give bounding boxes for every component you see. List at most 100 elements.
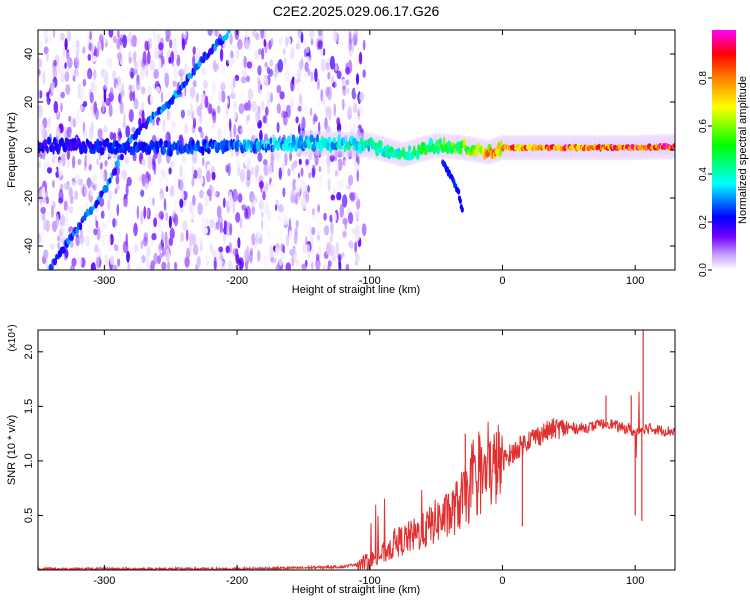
noise-cell bbox=[154, 47, 159, 60]
noise-cell bbox=[257, 77, 260, 84]
noise-cell bbox=[362, 39, 366, 51]
noise-cell bbox=[65, 51, 70, 61]
noise-cell bbox=[201, 66, 207, 76]
noise-cell bbox=[108, 235, 111, 246]
noise-cell bbox=[180, 109, 185, 119]
noise-cell bbox=[342, 194, 348, 208]
noise-cell bbox=[115, 83, 119, 96]
noise-cell bbox=[123, 198, 129, 208]
noise-cell bbox=[107, 246, 113, 253]
noise-cell bbox=[108, 104, 113, 117]
noise-cell bbox=[128, 56, 133, 64]
noise-cell bbox=[82, 121, 86, 133]
snr-line bbox=[38, 391, 675, 570]
noise-cell bbox=[294, 227, 298, 236]
noise-cell bbox=[133, 68, 139, 75]
noise-cell bbox=[255, 111, 261, 124]
noise-cell bbox=[130, 38, 133, 46]
noise-cell bbox=[196, 48, 201, 59]
noise-cell bbox=[116, 247, 121, 260]
noise-cell bbox=[234, 264, 238, 270]
noise-cell bbox=[147, 51, 151, 65]
noise-cell bbox=[88, 42, 92, 52]
ridge-point bbox=[442, 136, 446, 146]
noise-cell bbox=[91, 55, 97, 62]
noise-cell bbox=[159, 252, 163, 259]
noise-cell bbox=[283, 98, 287, 109]
noise-cell bbox=[156, 224, 159, 237]
noise-cell bbox=[275, 247, 281, 255]
noise-cell bbox=[136, 38, 141, 47]
x-tick-label: 100 bbox=[626, 275, 644, 287]
noise-cell bbox=[169, 39, 173, 49]
noise-cell bbox=[56, 181, 61, 190]
noise-cell bbox=[116, 51, 122, 61]
noise-cell bbox=[163, 198, 167, 211]
noise-cell bbox=[251, 30, 257, 37]
lower-branch-point bbox=[458, 198, 462, 204]
noise-cell bbox=[214, 189, 217, 198]
noise-cell bbox=[112, 69, 117, 81]
noise-cell bbox=[295, 116, 299, 124]
noise-cell bbox=[334, 158, 339, 172]
x-tick-label: -300 bbox=[93, 575, 115, 587]
noise-cell bbox=[296, 81, 302, 94]
noise-cell bbox=[147, 173, 152, 182]
noise-cell bbox=[275, 148, 281, 163]
noise-cell bbox=[131, 34, 138, 48]
noise-cell bbox=[94, 79, 99, 87]
noise-cell bbox=[141, 158, 146, 166]
noise-cell bbox=[187, 109, 191, 117]
noise-cell bbox=[317, 204, 320, 213]
noise-cell bbox=[174, 261, 177, 270]
noise-cell bbox=[52, 180, 55, 188]
noise-cell bbox=[208, 103, 213, 114]
noise-cell bbox=[281, 110, 287, 119]
ridge-point bbox=[406, 151, 410, 161]
noise-cell bbox=[74, 57, 78, 67]
noise-cell bbox=[199, 189, 204, 199]
noise-cell bbox=[142, 51, 147, 65]
noise-cell bbox=[115, 175, 120, 185]
noise-cell bbox=[343, 159, 349, 166]
noise-cell bbox=[140, 211, 144, 225]
noise-cell bbox=[86, 153, 91, 167]
noise-cell bbox=[167, 253, 171, 265]
noise-cell bbox=[322, 48, 326, 56]
noise-cell bbox=[208, 123, 211, 137]
noise-cell bbox=[308, 172, 312, 179]
noise-cell bbox=[218, 90, 223, 103]
noise-cell bbox=[303, 48, 307, 58]
y-tick-label: -20 bbox=[23, 190, 35, 206]
noise-cell bbox=[89, 186, 95, 197]
noise-cell bbox=[301, 116, 306, 131]
noise-cell bbox=[325, 106, 331, 117]
noise-cell bbox=[102, 170, 105, 183]
noise-cell bbox=[44, 230, 51, 241]
snr-multiplier-label: (x10⁴) bbox=[7, 324, 18, 351]
noise-cell bbox=[251, 100, 257, 112]
noise-cell bbox=[196, 105, 202, 117]
noise-cell bbox=[196, 256, 201, 269]
noise-cell bbox=[80, 183, 86, 197]
noise-cell bbox=[283, 48, 286, 55]
noise-cell bbox=[140, 189, 145, 197]
noise-cell bbox=[261, 47, 265, 60]
noise-cell bbox=[358, 104, 364, 115]
noise-cell bbox=[146, 256, 149, 270]
noise-cell bbox=[146, 207, 151, 220]
noise-cell bbox=[310, 234, 314, 248]
noise-cell bbox=[236, 170, 240, 178]
noise-cell bbox=[263, 163, 269, 177]
noise-cell bbox=[68, 205, 71, 213]
noise-cell bbox=[168, 56, 172, 64]
ridge-point bbox=[309, 134, 314, 143]
noise-cell bbox=[158, 42, 164, 51]
noise-cell bbox=[96, 158, 99, 166]
noise-cell bbox=[209, 189, 212, 202]
heatmap-y-axis-label: Frequency (Hz) bbox=[6, 112, 18, 188]
noise-cell bbox=[212, 81, 216, 95]
noise-cell bbox=[136, 264, 142, 270]
